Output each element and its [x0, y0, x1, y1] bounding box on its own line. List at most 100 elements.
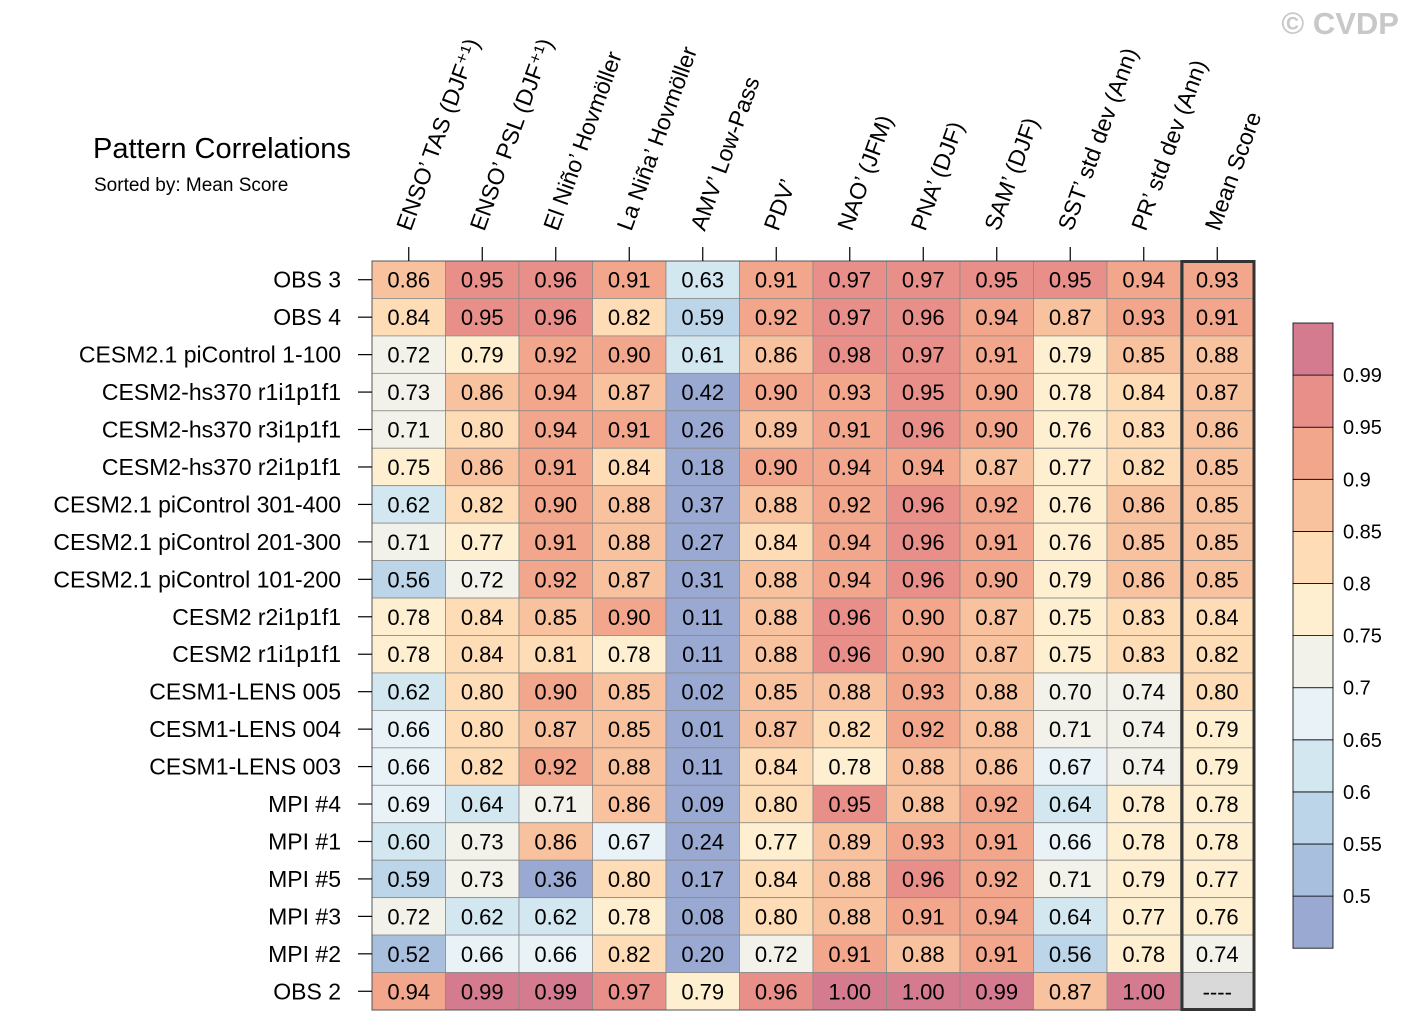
- cell-value: 0.11: [682, 642, 723, 667]
- cell-value: 0.91: [828, 418, 871, 443]
- heatmap-cell: [1033, 597, 1108, 636]
- cell-value: 0.92: [755, 305, 798, 330]
- heatmap-cell: [1106, 298, 1181, 337]
- cell-value: 0.88: [828, 867, 871, 892]
- cell-value: 0.79: [461, 343, 504, 368]
- cell-value: 0.80: [755, 904, 798, 929]
- heatmap-cell: [812, 710, 887, 749]
- heatmap-cell: [1106, 597, 1181, 636]
- cell-value: 0.96: [902, 530, 945, 555]
- colorbar-segment: [1292, 791, 1334, 845]
- cell-value: 0.62: [387, 492, 430, 517]
- column-label: PNA’ (DJF): [906, 118, 969, 234]
- cell-value: 0.64: [461, 792, 504, 817]
- heatmap-cell: [665, 897, 740, 936]
- chart-title: Pattern Correlations: [93, 133, 351, 165]
- heatmap-cell: [1033, 897, 1108, 936]
- heatmap-cell: [1180, 597, 1255, 636]
- heatmap-cell: [812, 972, 887, 1011]
- heatmap-cell: [959, 298, 1034, 337]
- cell-value: 0.70: [1049, 680, 1092, 705]
- cell-value: 0.27: [681, 530, 724, 555]
- heatmap-cell: [371, 710, 446, 749]
- heatmap-cell: [812, 485, 887, 524]
- row-label: OBS 4: [273, 304, 341, 330]
- cell-value: 0.92: [975, 867, 1018, 892]
- cell-value: 0.80: [1196, 680, 1239, 705]
- cell-value: 0.97: [828, 268, 871, 293]
- cell-value: 0.88: [975, 680, 1018, 705]
- cell-value: 0.91: [608, 268, 651, 293]
- cell-value: 0.20: [681, 942, 724, 967]
- cell-value: 0.86: [755, 343, 798, 368]
- cell-value: 0.62: [534, 904, 577, 929]
- cell-value: 0.78: [1049, 380, 1092, 405]
- heatmap-cell: [592, 972, 667, 1011]
- cell-value: 0.93: [902, 680, 945, 705]
- cell-value: 0.95: [828, 792, 871, 817]
- cell-value: 0.85: [608, 680, 651, 705]
- cell-value: 0.88: [975, 717, 1018, 742]
- cell-value: 0.91: [828, 942, 871, 967]
- colorbar-tick-label: 0.75: [1343, 626, 1382, 648]
- cell-value: 0.85: [608, 717, 651, 742]
- cell-value: 0.96: [534, 268, 577, 293]
- cell-value: 1.00: [828, 979, 871, 1004]
- heatmap-cell: [886, 260, 961, 299]
- colorbar-segment: [1292, 843, 1334, 897]
- cell-value: 0.95: [461, 305, 504, 330]
- cell-value: 0.88: [828, 904, 871, 929]
- cell-value: 0.91: [975, 942, 1018, 967]
- heatmap-cell: [371, 447, 446, 487]
- row-label: CESM2-hs370 r3i1p1f1: [102, 417, 341, 443]
- row-label: CESM2.1 piControl 301-400: [53, 491, 341, 517]
- heatmap-cell: [886, 747, 961, 786]
- row-label: MPI #4: [268, 791, 341, 817]
- heatmap-cell: [739, 410, 814, 449]
- cell-value: 0.79: [1122, 867, 1165, 892]
- cell-value: 0.72: [387, 343, 430, 368]
- colorbar-segment: [1292, 635, 1334, 689]
- cell-value: 0.95: [1049, 268, 1092, 293]
- heatmap-cell: [445, 298, 520, 337]
- heatmap-cell: [739, 897, 814, 936]
- cell-value: 0.94: [975, 305, 1018, 330]
- cell-value: 0.74: [1122, 717, 1165, 742]
- heatmap-cell: [445, 410, 520, 449]
- cell-value: 0.80: [461, 717, 504, 742]
- cell-value: 0.86: [387, 268, 430, 293]
- heatmap-cell: [959, 897, 1034, 936]
- cell-value: 0.72: [461, 567, 504, 592]
- heatmap-cell: [739, 972, 814, 1011]
- heatmap-cell: [812, 897, 887, 936]
- heatmap-cell: [665, 859, 740, 899]
- heatmap-cell: [1033, 372, 1108, 412]
- cell-value: 0.56: [1049, 942, 1092, 967]
- cell-value: 1.00: [1122, 979, 1165, 1004]
- cell-value: 0.94: [534, 380, 577, 405]
- cell-value: 0.85: [534, 605, 577, 630]
- cell-value: 0.42: [681, 380, 724, 405]
- cell-value: 0.01: [681, 717, 724, 742]
- heatmap-cell: [1033, 784, 1108, 824]
- cell-value: 0.85: [1196, 492, 1239, 517]
- cell-value: 0.56: [387, 567, 430, 592]
- heatmap-cell: [445, 972, 520, 1011]
- heatmap-cell: [592, 335, 667, 374]
- heatmap-cell: [812, 672, 887, 711]
- heatmap-cell: [959, 447, 1034, 487]
- colorbar-tick-label: 0.85: [1343, 521, 1382, 543]
- heatmap-cell: [592, 522, 667, 562]
- row-label: CESM1-LENS 005: [149, 679, 341, 705]
- cell-value: 0.80: [755, 792, 798, 817]
- heatmap-cell: [1180, 934, 1255, 973]
- cell-value: 0.52: [387, 942, 430, 967]
- cell-value: 0.72: [387, 904, 430, 929]
- cell-value: 0.77: [755, 829, 798, 854]
- heatmap-cell: [371, 335, 446, 374]
- column-label: Mean Score: [1200, 108, 1267, 233]
- cell-value: 0.77: [461, 530, 504, 555]
- cell-value: 0.86: [534, 829, 577, 854]
- cell-value: 1.00: [902, 979, 945, 1004]
- heatmap-cell: [665, 710, 740, 749]
